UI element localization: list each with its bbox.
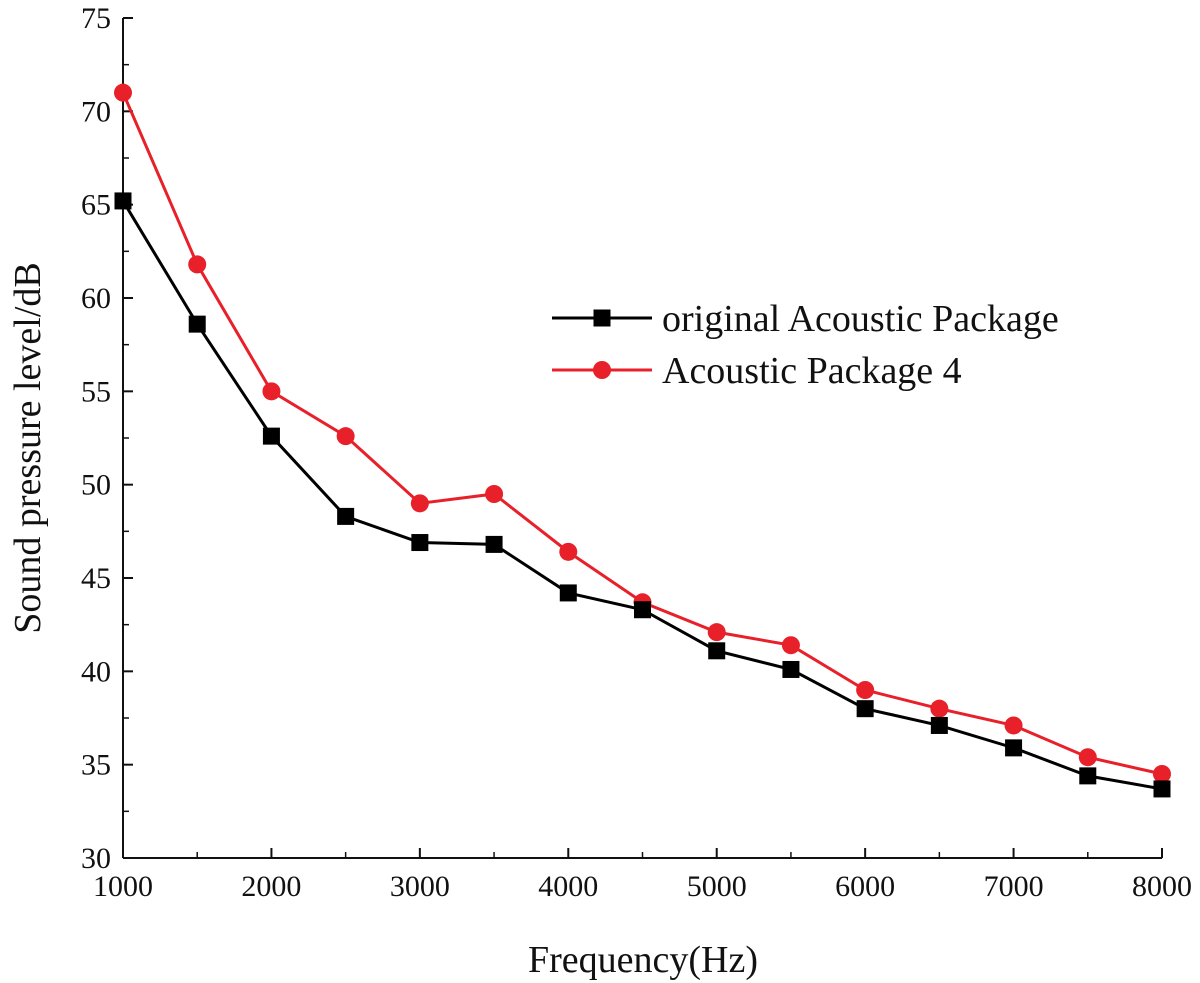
data-point-circle — [559, 542, 578, 561]
x-tick-label: 4000 — [538, 870, 598, 903]
y-tick-label: 50 — [81, 469, 111, 502]
data-point-circle — [336, 427, 355, 446]
data-point-square — [262, 427, 280, 445]
data-point-square — [114, 192, 132, 210]
data-point-circle — [707, 623, 726, 642]
x-tick-label: 3000 — [390, 870, 450, 903]
data-point-circle — [1078, 748, 1097, 767]
series-line — [121, 200, 1163, 791]
y-axis-ticks: 30 35 40 45 50 55 60 65 70 75 — [81, 2, 133, 875]
data-point-circle — [485, 485, 504, 503]
data-point-square — [634, 601, 651, 619]
series-layer — [114, 83, 1171, 798]
data-point-circle — [930, 699, 949, 718]
data-point-circle — [1153, 765, 1171, 783]
y-tick-label: 70 — [81, 95, 111, 128]
legend-item: original Acoustic Package — [552, 298, 1059, 340]
data-point-circle — [856, 681, 875, 699]
x-tick-label: 5000 — [687, 870, 747, 903]
x-tick-label: 7000 — [984, 870, 1044, 903]
data-point-square — [782, 660, 800, 678]
series-original-acoustic-package — [114, 192, 1171, 798]
legend: original Acoustic Package Acoustic Packag… — [552, 298, 1059, 392]
x-tick-label: 8000 — [1132, 870, 1192, 903]
data-point-square — [559, 584, 577, 602]
data-point-circle — [188, 255, 207, 274]
data-point-square — [708, 642, 726, 660]
x-tick-label: 6000 — [835, 870, 895, 903]
data-point-square — [1079, 767, 1097, 785]
legend-item: Acoustic Package 4 — [552, 350, 962, 392]
legend-marker-circle — [593, 361, 611, 379]
x-tick-label: 2000 — [241, 870, 301, 903]
legend-marker-square — [593, 309, 611, 327]
y-tick-label: 65 — [81, 189, 111, 222]
data-point-circle — [114, 83, 132, 102]
data-point-square — [188, 315, 206, 333]
x-tick-label: 1000 — [93, 870, 153, 903]
y-tick-label: 60 — [81, 282, 111, 315]
y-tick-label: 75 — [81, 2, 111, 35]
data-point-circle — [262, 382, 281, 401]
legend-label: Acoustic Package 4 — [662, 350, 962, 392]
y-tick-label: 55 — [81, 375, 111, 408]
y-axis-title: Sound pressure level/dB — [7, 262, 49, 634]
x-axis-title: Frequency(Hz) — [528, 939, 758, 981]
y-tick-label: 40 — [81, 655, 111, 688]
x-axis-ticks: 1000 2000 3000 4000 5000 6000 7000 8000 — [93, 848, 1192, 903]
data-point-square — [1005, 739, 1023, 757]
data-point-square — [337, 507, 355, 525]
data-point-square — [1153, 780, 1171, 798]
data-point-square — [411, 534, 429, 552]
y-tick-label: 45 — [81, 562, 111, 595]
legend-label: original Acoustic Package — [662, 298, 1059, 340]
data-point-square — [856, 700, 874, 718]
y-tick-label: 30 — [81, 842, 111, 875]
data-point-circle — [410, 494, 429, 513]
data-point-square — [485, 535, 503, 553]
data-point-circle — [781, 636, 800, 655]
data-point-square — [930, 716, 948, 734]
y-tick-label: 35 — [81, 749, 111, 782]
data-point-circle — [1004, 716, 1023, 735]
